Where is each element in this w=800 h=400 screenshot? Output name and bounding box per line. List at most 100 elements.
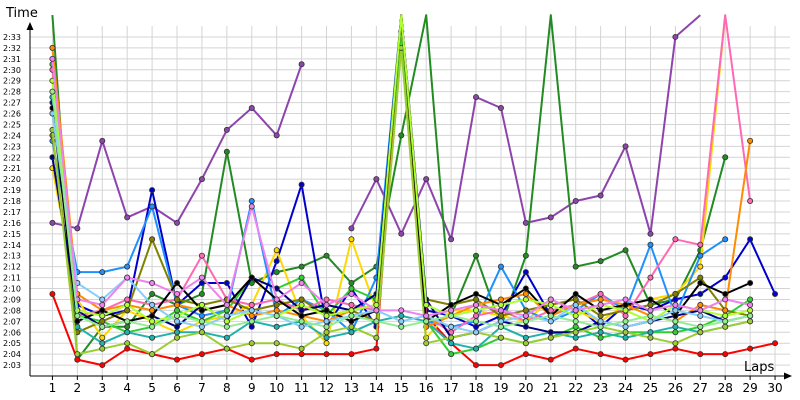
data-point — [149, 236, 156, 243]
data-point — [149, 301, 156, 308]
y-tick-label: 2:08 — [3, 306, 21, 315]
data-point — [522, 296, 529, 303]
data-point — [473, 290, 480, 297]
x-tick-label: 11 — [294, 381, 309, 395]
data-point — [99, 137, 106, 144]
data-point — [174, 334, 181, 341]
data-point — [423, 312, 430, 319]
y-tick-label: 2:11 — [3, 274, 21, 283]
data-point — [398, 307, 405, 314]
data-point — [448, 340, 455, 347]
x-tick-label: 28 — [718, 381, 733, 395]
data-point — [348, 351, 355, 358]
data-point — [99, 296, 106, 303]
data-point — [99, 301, 106, 308]
data-point — [348, 290, 355, 297]
data-point — [248, 356, 255, 363]
data-point — [323, 301, 330, 308]
data-point — [423, 301, 430, 308]
data-point — [597, 307, 604, 314]
data-point — [747, 280, 754, 287]
series-1 — [49, 14, 701, 243]
data-point — [522, 340, 529, 347]
x-tick-label: 29 — [742, 381, 757, 395]
data-point — [722, 307, 729, 314]
y-axis-title: Time — [5, 6, 38, 21]
data-point — [423, 318, 430, 325]
data-point — [448, 351, 455, 358]
data-point — [248, 197, 255, 204]
y-tick-label: 2:16 — [3, 219, 21, 228]
data-point — [348, 307, 355, 314]
data-point — [273, 307, 280, 314]
data-point — [572, 296, 579, 303]
data-point — [348, 280, 355, 287]
data-point — [547, 356, 554, 363]
y-tick-label: 2:23 — [3, 142, 21, 151]
x-tick-label: 24 — [618, 381, 633, 395]
x-tick-label: 19 — [493, 381, 508, 395]
data-point — [348, 329, 355, 336]
data-point — [124, 318, 131, 325]
data-point — [672, 340, 679, 347]
data-point — [49, 88, 56, 95]
data-point — [74, 318, 81, 325]
data-point — [74, 351, 81, 358]
data-point — [647, 312, 654, 319]
data-point — [174, 323, 181, 330]
data-point — [49, 290, 56, 297]
data-point — [697, 274, 704, 281]
data-point — [547, 334, 554, 341]
data-point — [497, 301, 504, 308]
data-point — [248, 105, 255, 112]
data-point — [522, 334, 529, 341]
data-point — [373, 176, 380, 183]
y-tick-label: 2:28 — [3, 88, 21, 97]
data-point — [398, 318, 405, 325]
data-point — [174, 296, 181, 303]
data-point — [448, 301, 455, 308]
data-point — [198, 301, 205, 308]
y-tick-label: 2:33 — [3, 33, 21, 42]
x-tick-label: 3 — [98, 381, 106, 395]
data-point — [672, 33, 679, 40]
x-tick-label: 12 — [319, 381, 334, 395]
data-point — [323, 252, 330, 259]
x-axis-title: Laps — [744, 360, 774, 375]
data-point — [398, 323, 405, 330]
data-point — [547, 329, 554, 336]
data-point — [149, 187, 156, 194]
data-point — [722, 323, 729, 330]
data-point — [473, 252, 480, 259]
data-point — [522, 269, 529, 276]
data-point — [497, 323, 504, 330]
data-point — [497, 318, 504, 325]
data-point — [572, 323, 579, 330]
y-tick-label: 2:32 — [3, 44, 21, 53]
data-point — [522, 312, 529, 319]
x-tick-label: 23 — [593, 381, 608, 395]
data-point — [597, 312, 604, 319]
data-point — [697, 290, 704, 297]
data-point — [248, 323, 255, 330]
data-point — [298, 181, 305, 188]
data-point — [622, 312, 629, 319]
data-point — [572, 329, 579, 336]
data-point — [174, 318, 181, 325]
data-point — [99, 307, 106, 314]
y-axis-arrow — [26, 22, 34, 30]
x-tick-label: 21 — [543, 381, 558, 395]
data-point — [248, 340, 255, 347]
data-point — [473, 307, 480, 314]
x-tick-label: 1 — [49, 381, 57, 395]
data-point — [522, 318, 529, 325]
data-point — [323, 307, 330, 314]
y-tick-label: 2:19 — [3, 186, 21, 195]
data-point — [124, 214, 131, 221]
data-point — [298, 345, 305, 352]
data-point — [522, 252, 529, 259]
data-point — [248, 307, 255, 314]
data-point — [448, 312, 455, 319]
data-point — [522, 307, 529, 314]
x-tick-label: 14 — [369, 381, 384, 395]
